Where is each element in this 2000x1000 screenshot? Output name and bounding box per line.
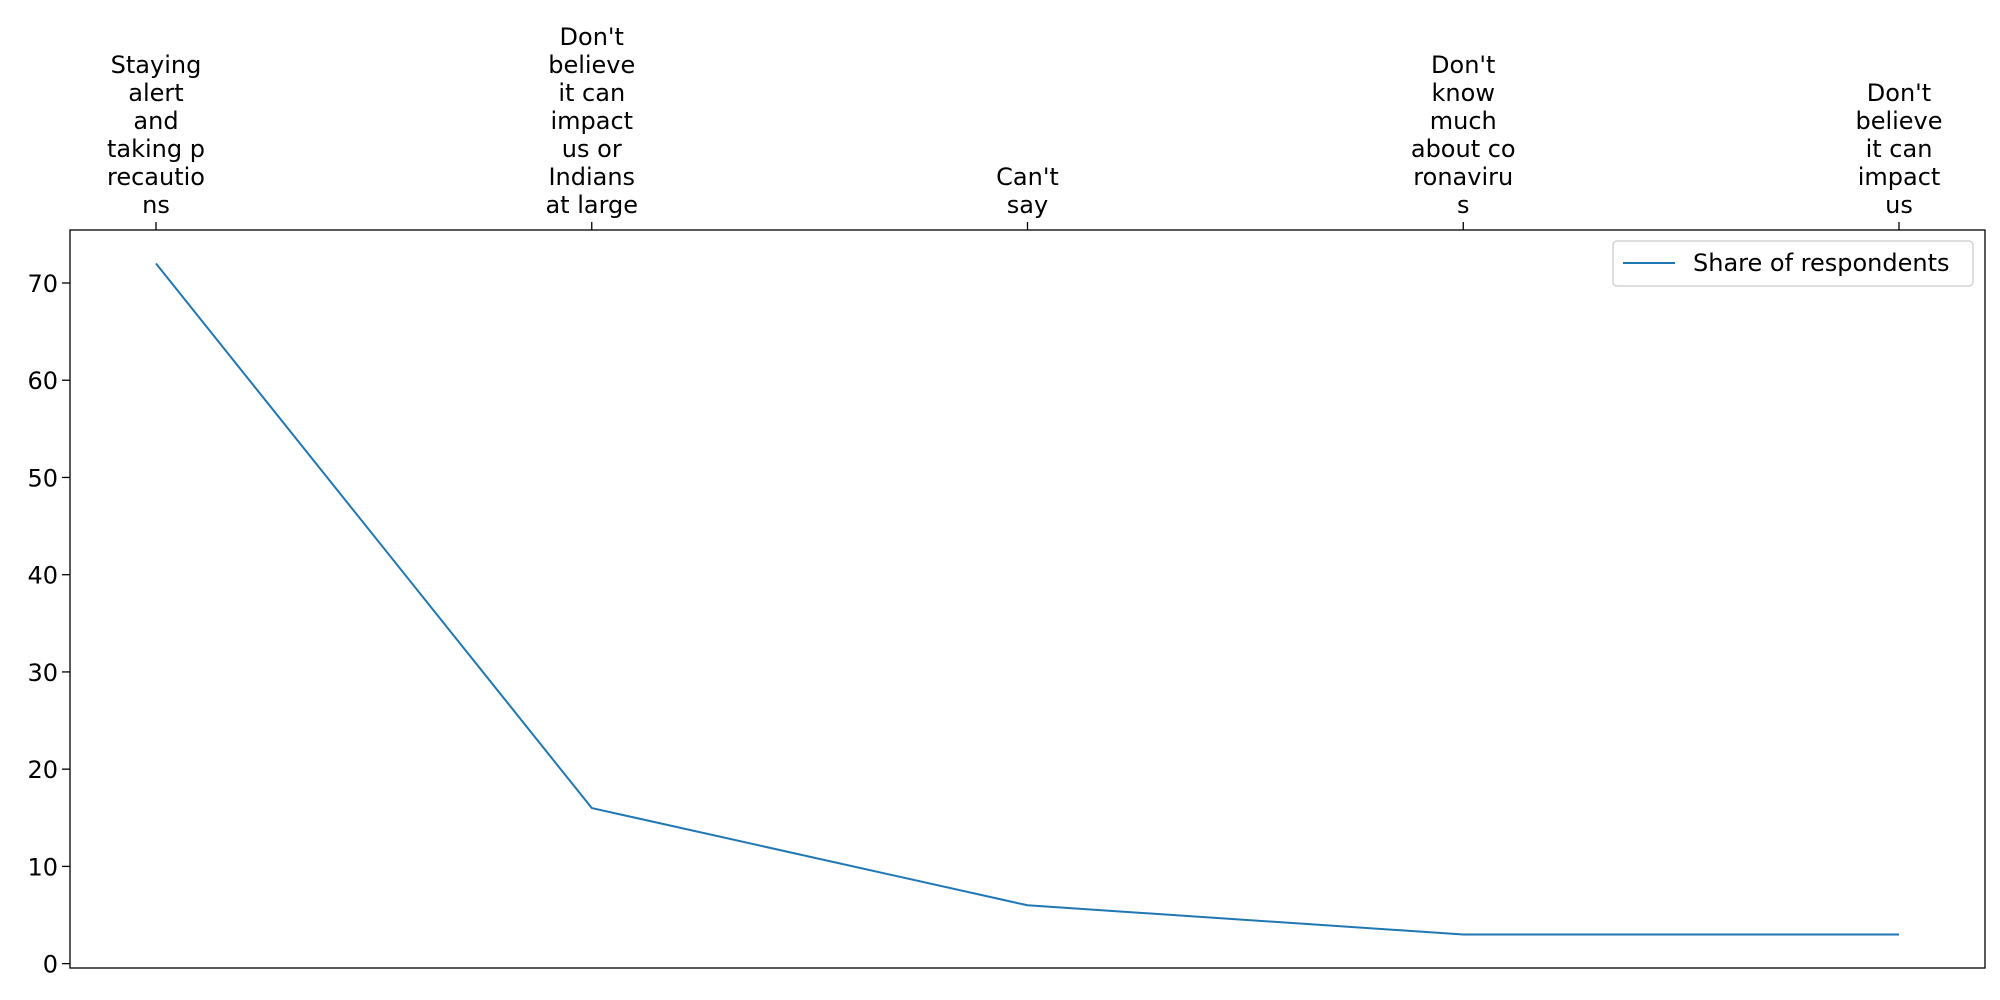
series-line <box>155 262 1899 936</box>
y-tick-label: 70 <box>27 270 58 298</box>
legend: Share of respondents <box>1612 240 1974 287</box>
x-tick-label: Staying alert and taking p recautio ns <box>107 51 205 219</box>
y-tick-label: 50 <box>27 464 58 492</box>
y-tick-label: 30 <box>27 659 58 687</box>
plot-frame <box>69 229 1986 969</box>
x-tick-label: Don't know much about co ronaviru s <box>1411 51 1516 219</box>
y-tick-label: 20 <box>27 756 58 784</box>
series-layer <box>155 262 1900 936</box>
x-tick-label: Don't believe it can impact us <box>1855 79 1942 219</box>
legend-label: Share of respondents <box>1693 249 1950 277</box>
x-axis-ticks: Staying alert and taking p recautio ns Don't be… <box>107 23 1943 230</box>
y-tick-label: 0 <box>43 951 58 979</box>
y-tick-label: 60 <box>27 367 58 395</box>
y-tick-label: 10 <box>27 853 58 881</box>
legend-box <box>1612 240 1974 287</box>
y-axis-ticks: 0 10 20 30 40 50 60 70 <box>27 270 70 979</box>
x-tick-label: Don't believe it can impact us or Indians at l… <box>545 23 638 219</box>
x-tick-label: Can't say <box>996 163 1059 219</box>
y-tick-label: 40 <box>27 562 58 590</box>
